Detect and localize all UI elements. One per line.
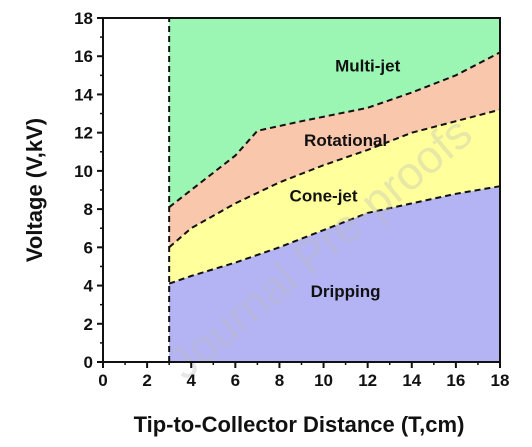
region-cone-jet [169,109,500,284]
x-tick-label: 18 [491,371,510,390]
boundary-line-3 [168,51,501,208]
x-tick-label: 2 [142,371,151,390]
boundary-line-1 [168,185,501,285]
y-tick-label: 0 [84,353,93,372]
y-tick-label: 2 [84,315,93,334]
y-tick-label: 6 [84,238,93,257]
x-tick-label: 14 [402,371,421,390]
boundary-line-2 [168,108,501,249]
x-tick-label: 6 [231,371,240,390]
region-multi-jet [169,18,500,208]
y-tick-label: 14 [74,85,93,104]
y-tick-label: 12 [74,124,93,143]
x-tick-label: 10 [314,371,333,390]
y-tick-label: 4 [84,277,94,296]
x-tick-label: 12 [358,371,377,390]
region-labels: Dripping Cone-jet Rotational Multi-jet [290,57,401,302]
boundaries [168,18,501,362]
x-tick-label: 8 [275,371,284,390]
x-tick-label: 0 [98,371,107,390]
y-tick-label: 18 [74,9,93,28]
x-tick-label: 16 [446,371,465,390]
y-tick-label: 8 [84,200,93,219]
axes: 0 2 4 6 8 10 12 14 16 18 0 2 4 6 8 10 12 14 16 18 [74,9,509,390]
region-label-cone-jet: Cone-jet [290,186,358,205]
region-label-multi-jet: Multi-jet [335,57,400,76]
region-label-rotational: Rotational [304,131,387,150]
x-tick-label: 4 [186,371,196,390]
regions [169,18,500,362]
region-dripping [169,186,500,362]
region-label-dripping: Dripping [311,282,381,301]
x-axis-title: Tip-to-Collector Distance (T,cm) [134,412,465,437]
y-tick-label: 10 [74,162,93,181]
y-tick-label: 16 [74,47,93,66]
region-rotational [169,52,500,248]
y-axis-title: Voltage (V,kV) [22,118,47,262]
